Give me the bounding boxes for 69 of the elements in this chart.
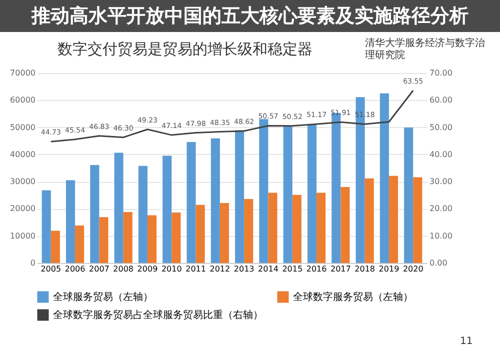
text: 11 — [460, 336, 473, 347]
y-tick-label: 20000 — [10, 204, 36, 214]
text: 清华大学服务经济与数字治理研究院 — [365, 38, 485, 62]
y-tick-label: 60000 — [10, 96, 36, 105]
bar — [388, 176, 398, 263]
bar — [186, 142, 196, 263]
chart-title: 数字交付贸易是贸易的增长级和稳定器 — [56, 40, 314, 59]
x-tick-label: 2009 — [137, 264, 158, 274]
bar — [340, 187, 350, 263]
bar — [162, 156, 172, 263]
bar — [268, 192, 278, 263]
bar — [404, 128, 414, 263]
x-tick-label: 2020 — [402, 264, 424, 274]
legend-label: 全球数字服务贸易占全球服务贸易比重（右轴） — [53, 309, 263, 321]
x-tick-label: 2008 — [113, 264, 134, 274]
x-tick-label: 2011 — [186, 264, 206, 274]
bar — [138, 166, 148, 263]
bar — [316, 192, 326, 263]
x-tick-label: 2012 — [210, 264, 230, 274]
legend-label: 全球数字服务贸易（左轴） — [293, 291, 413, 303]
y-tick-label: 0 — [30, 258, 36, 268]
x-tick-label: 2010 — [161, 264, 182, 274]
x-tick-label: 2014 — [258, 264, 278, 274]
bar — [235, 130, 244, 263]
bar — [220, 203, 229, 263]
bar — [114, 152, 124, 263]
x-tick-label: 2005 — [40, 264, 62, 274]
x-tick-label: 2006 — [64, 264, 86, 274]
bar — [283, 126, 292, 263]
y-tick-label: 10000 — [10, 231, 36, 240]
y2-tick-label: 10.00 — [430, 231, 452, 240]
bar — [66, 180, 76, 263]
y2-tick-label: 40.00 — [430, 150, 452, 159]
bar — [210, 138, 220, 263]
y-tick-label: 70000 — [10, 68, 36, 78]
bar — [75, 226, 84, 263]
x-tick-label: 2015 — [282, 264, 303, 274]
y-tick-label: 40000 — [10, 150, 36, 159]
y2-tick-label: 70.00 — [430, 68, 452, 78]
x-tick-label: 2018 — [354, 264, 375, 274]
y2-tick-label: 30.00 — [430, 177, 452, 186]
bar — [259, 119, 268, 263]
y2-tick-label: 20.00 — [430, 204, 452, 214]
bar — [147, 215, 157, 263]
x-tick-label: 2013 — [234, 264, 254, 274]
bar — [123, 212, 132, 263]
x-tick-label: 2007 — [89, 264, 110, 274]
y2-tick-label: 60.00 — [430, 96, 452, 105]
bar — [42, 190, 51, 263]
y2-tick-label: 50.00 — [430, 122, 452, 132]
x-tick-label: 2016 — [306, 264, 327, 274]
bar — [244, 198, 254, 263]
bar — [99, 217, 108, 263]
bar — [50, 230, 60, 263]
bar — [292, 194, 302, 263]
legend-label: 全球服务贸易（左轴） — [53, 291, 153, 303]
bar — [172, 212, 181, 263]
text: 推动高水平开放中国的五大核心要素及实施路径分析 — [0, 0, 500, 32]
bar — [413, 177, 422, 263]
y-tick-label: 50000 — [10, 122, 36, 132]
bar — [90, 165, 100, 263]
y-tick-label: 30000 — [10, 177, 36, 186]
x-tick-label: 2017 — [330, 264, 351, 274]
bar — [380, 93, 389, 263]
x-tick-label: 2019 — [378, 264, 400, 274]
bar — [307, 124, 317, 263]
bar — [196, 204, 205, 263]
bar — [364, 178, 374, 263]
y2-tick-label: 0.00 — [430, 258, 448, 268]
